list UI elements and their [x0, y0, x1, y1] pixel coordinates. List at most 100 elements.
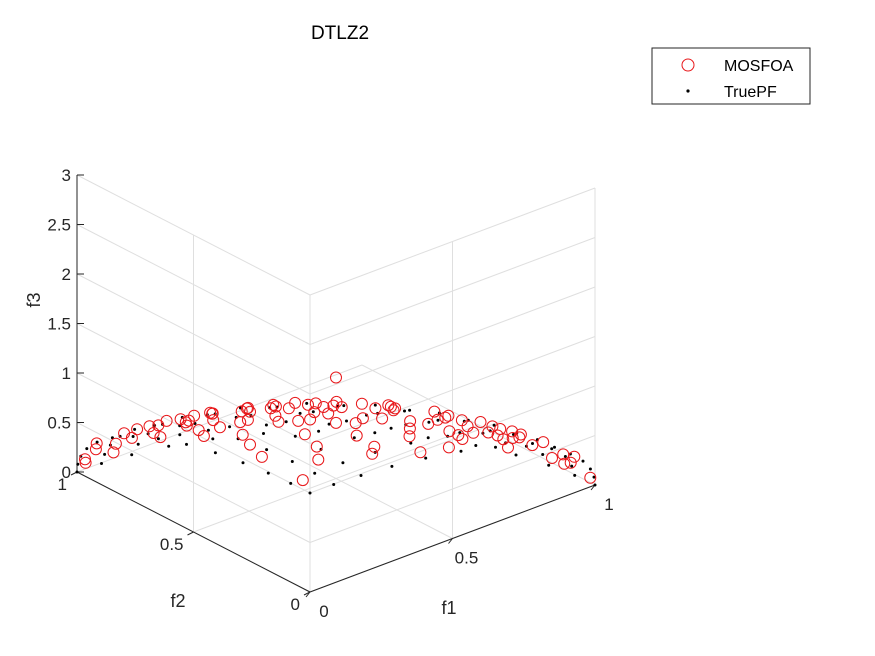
mosfoa-point	[558, 457, 571, 470]
mosfoa-point	[264, 402, 277, 415]
truepf-point	[403, 409, 406, 413]
mosfoa-point	[304, 413, 317, 426]
chart-title: DTLZ2	[311, 23, 369, 44]
mosfoa-point	[376, 412, 389, 425]
mosfoa-point	[131, 423, 144, 436]
mosfoa-point	[537, 436, 550, 449]
y-tick-label: 1	[58, 475, 67, 494]
mosfoa-point	[308, 406, 321, 419]
mosfoa-point	[125, 431, 138, 444]
mosfoa-point	[154, 431, 167, 444]
truepf-point	[389, 426, 393, 430]
truepf-point	[459, 449, 463, 453]
truepf-point	[332, 483, 336, 486]
mosfoa-point	[147, 427, 160, 439]
mosfoa-point	[322, 407, 335, 420]
mosfoa-point	[564, 456, 577, 469]
truepf-point	[553, 445, 556, 449]
truepf-point	[213, 451, 217, 455]
truepf-point	[211, 437, 215, 441]
truepf-point	[95, 440, 99, 444]
mosfoa-point	[467, 426, 480, 439]
truepf-point	[563, 455, 567, 458]
mosfoa-point	[387, 404, 400, 417]
x-tick-label: 0	[319, 602, 328, 621]
mosfoa-point	[506, 432, 519, 444]
mosfoa-point	[369, 402, 382, 415]
mosfoa-point	[403, 430, 416, 443]
mosfoa-point	[443, 425, 456, 438]
mosfoa-point	[350, 429, 363, 442]
truepf-point	[390, 464, 394, 468]
truepf-point	[317, 429, 321, 433]
truepf-point	[264, 423, 268, 427]
series-truepf	[75, 401, 597, 495]
mosfoa-point	[404, 415, 417, 428]
legend-marker-truepf	[686, 89, 690, 93]
mosfoa-point	[312, 453, 325, 466]
mosfoa-point	[414, 446, 427, 459]
truepf-point	[313, 471, 317, 475]
x-tick-label: 0.5	[455, 549, 479, 568]
truepf-point	[266, 471, 270, 475]
truepf-point	[265, 448, 269, 452]
mosfoa-point	[236, 428, 249, 441]
truepf-point	[426, 436, 430, 440]
mosfoa-point	[241, 413, 254, 426]
y-tick-mark	[187, 531, 194, 536]
truepf-point	[573, 473, 577, 477]
truepf-point	[133, 427, 137, 431]
truepf-point	[494, 445, 497, 449]
mosfoa-point	[302, 398, 314, 411]
mosfoa-point	[118, 427, 131, 440]
mosfoa-point	[310, 440, 323, 453]
truepf-point	[228, 425, 232, 429]
mosfoa-point	[330, 416, 342, 429]
y-tick-mark	[303, 591, 311, 596]
z-tick-label: 3	[62, 166, 71, 185]
y-tick-label: 0.5	[160, 535, 184, 554]
x-axis-label: f1	[441, 598, 456, 618]
truepf-point	[593, 483, 597, 487]
truepf-point	[588, 467, 592, 471]
mosfoa-point	[90, 437, 103, 450]
truepf-point	[436, 418, 440, 422]
mosfoa-point	[403, 422, 416, 435]
truepf-point	[581, 459, 585, 463]
truepf-point	[156, 437, 160, 441]
mosfoa-point	[482, 426, 495, 439]
truepf-point	[408, 408, 412, 412]
truepf-point	[185, 442, 188, 446]
mosfoa-point	[584, 471, 597, 484]
truepf-point	[531, 442, 534, 445]
truepf-point	[76, 462, 80, 466]
truepf-point	[75, 470, 79, 474]
mosfoa-point	[514, 428, 527, 441]
truepf-point	[85, 447, 89, 451]
truepf-point	[262, 432, 265, 435]
truepf-point	[492, 423, 496, 427]
truepf-point	[290, 460, 294, 463]
mosfoa-point	[79, 456, 92, 469]
mosfoa-point	[368, 440, 381, 453]
truepf-point	[409, 441, 413, 445]
mosfoa-point	[317, 401, 330, 413]
mosfoa-point	[546, 452, 558, 464]
mosfoa-point	[439, 411, 452, 424]
mosfoa-point	[557, 448, 570, 461]
mosfoa-point	[267, 398, 280, 411]
mosfoa-point	[107, 446, 120, 459]
mosfoa-point	[506, 425, 519, 438]
truepf-point	[167, 444, 171, 448]
mosfoa-point	[192, 424, 205, 437]
truepf-point	[342, 404, 346, 408]
truepf-point	[131, 435, 135, 438]
z-tick-label: 2.5	[47, 216, 71, 235]
x-tick-mark	[448, 538, 453, 544]
mosfoa-point	[296, 474, 309, 487]
truepf-point	[373, 403, 377, 407]
legend-box	[651, 47, 811, 105]
truepf-point	[327, 422, 331, 426]
mosfoa-point	[269, 400, 282, 413]
mosfoa-point	[240, 402, 253, 415]
